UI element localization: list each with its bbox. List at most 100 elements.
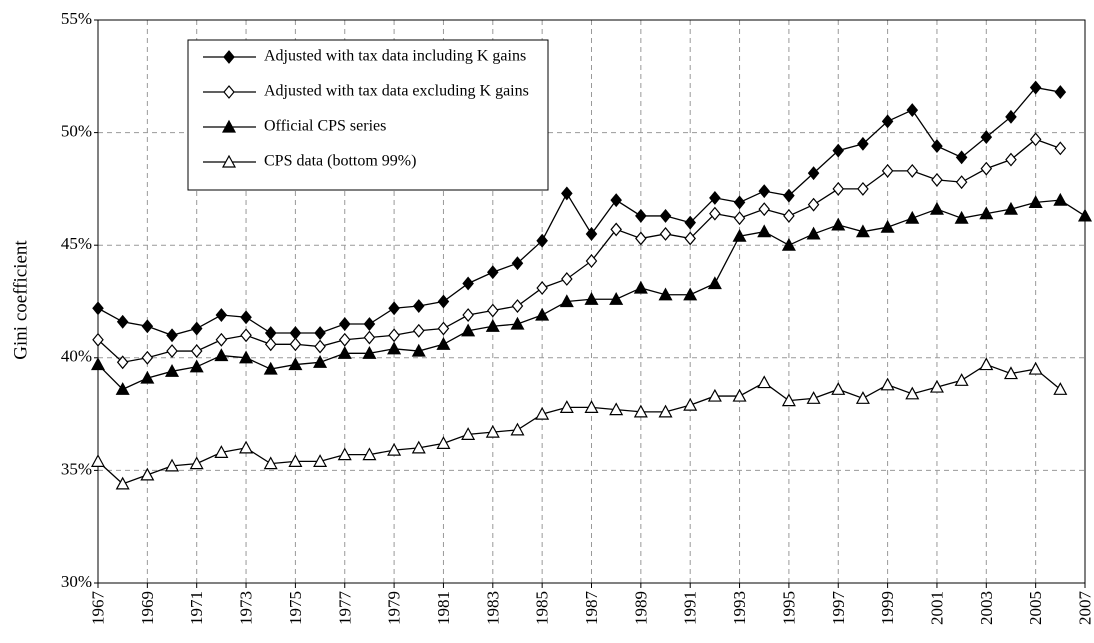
- marker: [757, 375, 772, 389]
- y-axis-label: Gini coefficient: [10, 240, 31, 360]
- marker: [1029, 132, 1042, 147]
- marker: [931, 139, 943, 154]
- x-tick-label: 1975: [286, 591, 305, 625]
- marker: [709, 190, 721, 205]
- x-tick-label: 1973: [237, 591, 256, 625]
- x-tick-label: 1971: [187, 591, 206, 625]
- series-line: [97, 363, 1061, 485]
- marker: [561, 272, 573, 286]
- marker: [684, 231, 696, 246]
- marker: [609, 402, 624, 416]
- marker: [1005, 152, 1017, 167]
- marker: [783, 208, 795, 223]
- marker: [214, 445, 229, 458]
- marker: [609, 291, 624, 305]
- x-tick-label: 2003: [977, 591, 996, 625]
- marker: [289, 326, 302, 340]
- marker: [635, 231, 647, 246]
- marker: [363, 330, 376, 345]
- marker: [436, 436, 451, 449]
- series-line: [97, 138, 1061, 364]
- marker: [584, 291, 599, 305]
- marker: [733, 195, 746, 210]
- x-tick-label: 1979: [385, 591, 404, 625]
- marker: [1053, 382, 1068, 395]
- x-tick-label: 1969: [138, 591, 157, 625]
- marker: [462, 308, 474, 322]
- legend-marker: [223, 50, 235, 64]
- marker: [781, 393, 796, 407]
- marker: [387, 442, 402, 456]
- marker: [905, 386, 920, 400]
- marker: [288, 454, 303, 467]
- marker: [437, 294, 450, 309]
- x-tick-label: 1983: [483, 591, 502, 625]
- marker: [559, 294, 574, 308]
- y-tick-label: 55%: [61, 9, 92, 28]
- x-tick-label: 1999: [878, 591, 897, 625]
- marker: [758, 202, 771, 217]
- marker: [880, 219, 895, 233]
- marker: [487, 303, 499, 318]
- marker: [855, 224, 870, 238]
- marker: [929, 201, 944, 215]
- x-tick-label: 1997: [829, 591, 848, 626]
- marker: [462, 276, 474, 291]
- x-tick-label: 1967: [89, 591, 108, 626]
- legend-label: Official CPS series: [264, 118, 386, 135]
- x-tick-label: 2007: [1076, 591, 1094, 626]
- y-tick-label: 50%: [61, 122, 92, 141]
- marker: [955, 150, 968, 165]
- marker: [559, 400, 574, 413]
- marker: [1028, 195, 1043, 209]
- marker: [584, 400, 599, 413]
- marker: [880, 377, 895, 391]
- marker: [683, 287, 698, 301]
- marker: [1005, 109, 1017, 124]
- marker: [1003, 201, 1018, 215]
- marker: [436, 337, 451, 350]
- marker: [215, 332, 228, 347]
- marker: [510, 422, 525, 436]
- x-tick-label: 1993: [730, 591, 749, 625]
- marker: [979, 357, 994, 371]
- marker: [387, 341, 402, 355]
- marker: [437, 321, 450, 336]
- marker: [881, 163, 894, 178]
- marker: [658, 404, 673, 418]
- x-tick-label: 1989: [631, 591, 650, 625]
- marker: [979, 206, 994, 220]
- marker: [783, 188, 795, 203]
- marker: [189, 456, 204, 470]
- marker: [633, 404, 648, 418]
- marker: [289, 337, 302, 352]
- marker: [388, 301, 400, 316]
- marker: [461, 427, 476, 440]
- marker: [92, 301, 104, 316]
- marker: [857, 136, 869, 151]
- marker: [165, 364, 180, 377]
- marker: [561, 186, 573, 201]
- marker: [635, 208, 647, 223]
- marker: [189, 359, 204, 373]
- marker: [363, 317, 376, 331]
- marker: [980, 161, 993, 176]
- marker: [954, 210, 969, 224]
- marker: [610, 222, 622, 237]
- marker: [929, 379, 944, 393]
- marker: [239, 440, 254, 454]
- marker: [190, 344, 203, 358]
- legend-marker: [221, 154, 237, 168]
- marker: [1054, 141, 1067, 156]
- marker: [116, 355, 129, 370]
- marker: [362, 346, 377, 359]
- marker: [141, 319, 154, 334]
- marker: [536, 281, 548, 295]
- marker: [240, 310, 252, 325]
- marker: [855, 391, 870, 404]
- x-tick-label: 2001: [927, 591, 946, 625]
- marker: [90, 357, 106, 371]
- marker: [807, 166, 820, 181]
- y-tick-label: 30%: [61, 572, 92, 591]
- marker: [633, 280, 648, 294]
